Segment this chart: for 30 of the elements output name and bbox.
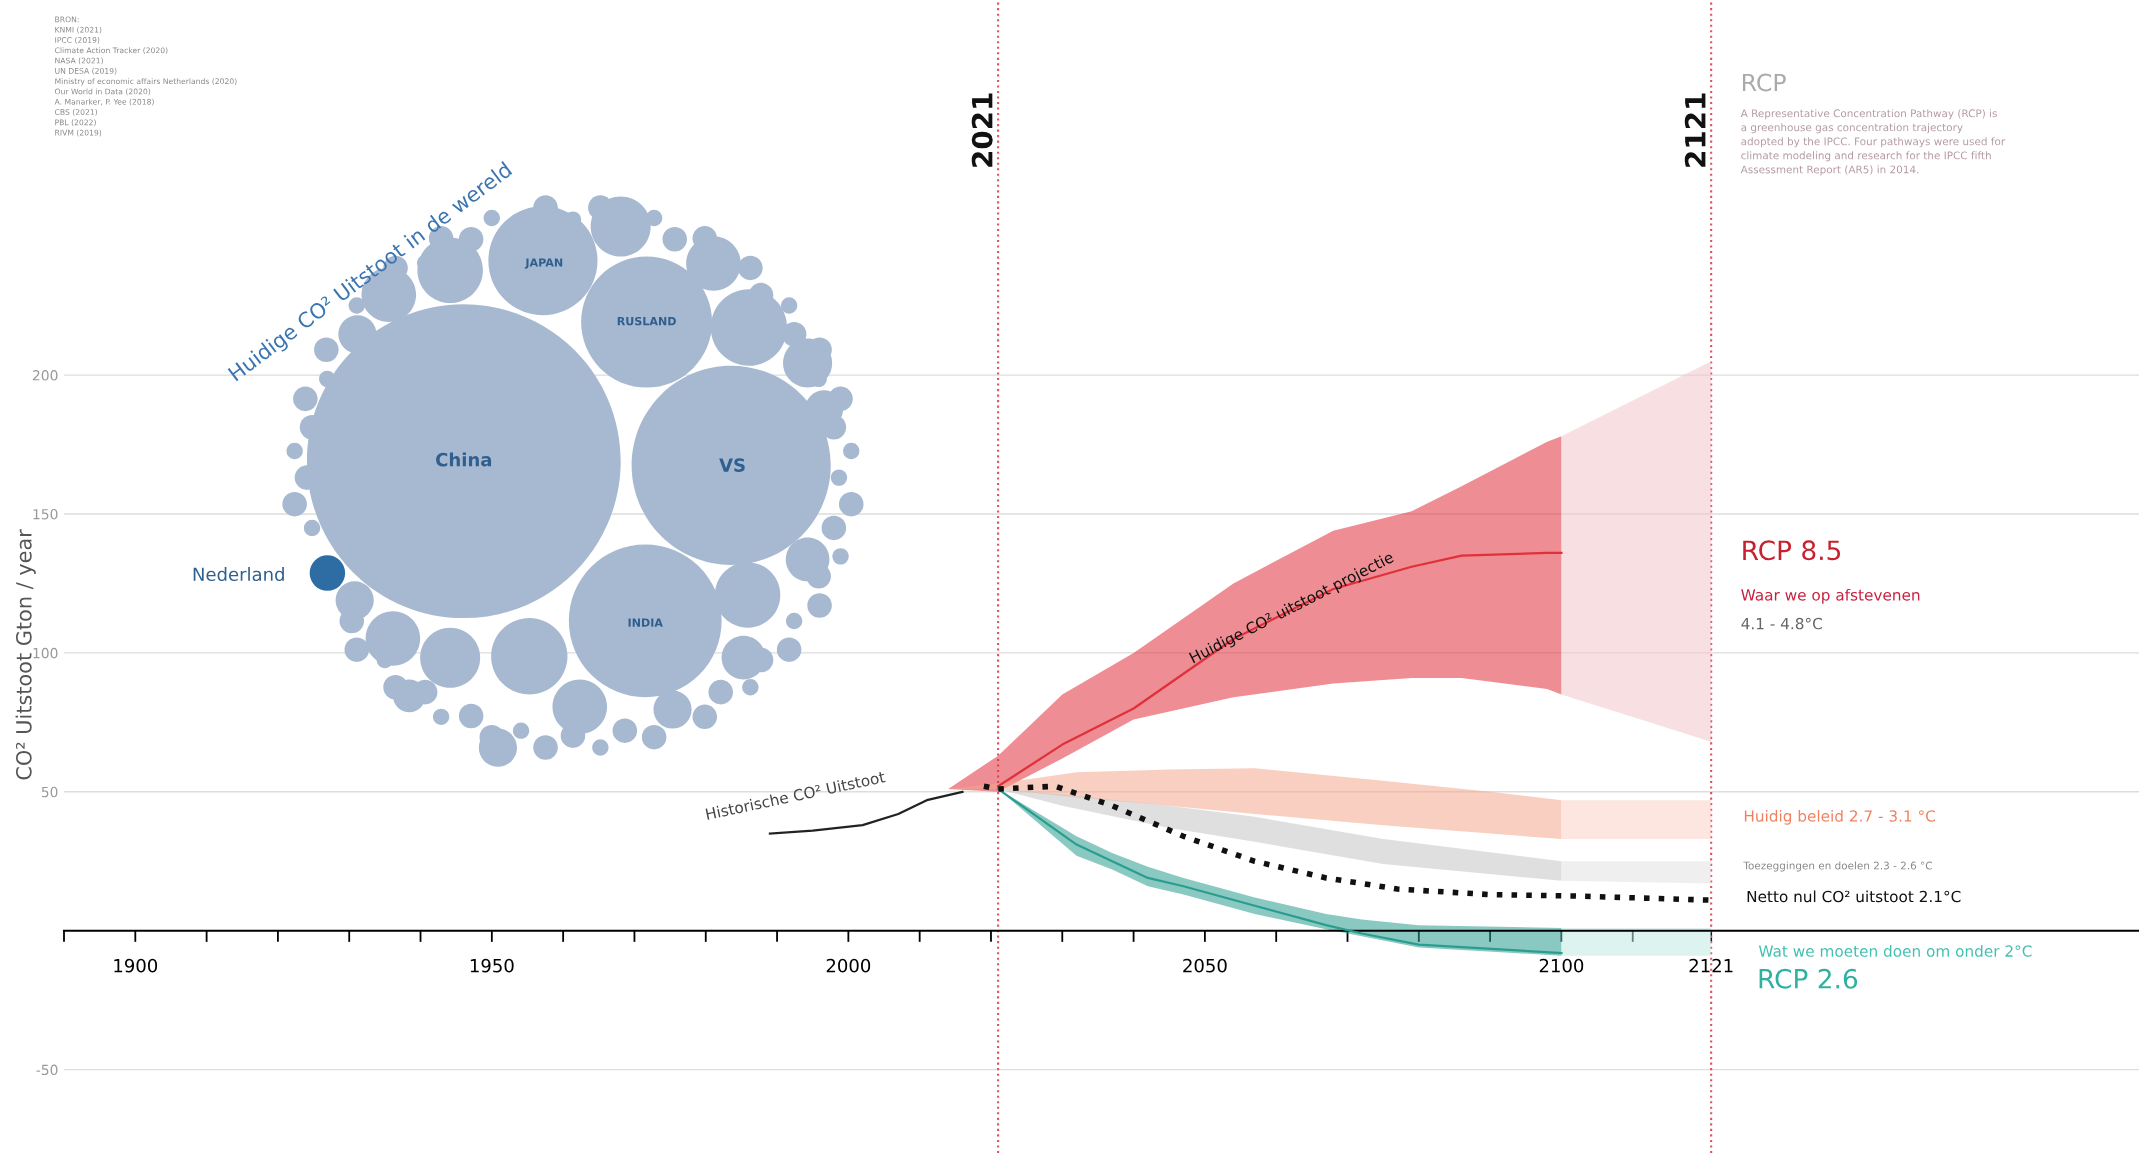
ref-line-label: 2021: [971, 93, 993, 167]
annotation: Toezeggingen en doelen 2.3 - 2.6 °C: [1743, 861, 1932, 872]
y-tick-label: 100: [33, 647, 58, 659]
category-label: RUSLAND: [617, 316, 676, 326]
x-tick-label: 2121: [1689, 958, 1733, 973]
y-tick-label: 150: [33, 508, 58, 520]
category-label: China: [436, 452, 492, 467]
y-tick-label: -50: [36, 1064, 58, 1076]
annotation: RCP 8.5: [1743, 540, 1841, 561]
annotation: Wat we moeten doen om onder 2°C: [1758, 945, 2032, 957]
x-tick-label: 2050: [1183, 958, 1227, 973]
annotation: Huidig beleid 2.7 - 3.1 °C: [1744, 809, 1935, 825]
x-tick-label: 1950: [470, 958, 514, 973]
ref-line-label: 2121: [1684, 93, 1706, 167]
category-label: JAPAN: [524, 258, 563, 269]
y-tick-label: 50: [41, 786, 58, 798]
line-series: [997, 551, 1563, 788]
annotation: 4.1 - 4.8°C: [1741, 617, 1822, 630]
annotation: Waar we op afstevenen: [1741, 588, 1920, 604]
category-label: VS: [719, 458, 745, 472]
x-tick-label: 2000: [826, 958, 871, 973]
annotation: RCP: [1742, 73, 1786, 92]
annotation: Netto nul CO² uitstoot 2.1°C: [1747, 890, 1961, 903]
y-tick-label: 200: [32, 370, 58, 381]
category-label: INDIA: [628, 618, 663, 627]
annotation: A Representative Concentration Pathway (RCP) is a greenhouse gas concentration trajectory adopted by the IPCC. Four pathways were used for climate modeling and research for the IPCC fifth Assessment Report (AR5) in 2014.: [1740, 109, 2006, 176]
annotation: RCP 2.6: [1759, 968, 1858, 989]
category-label: Nederland: [193, 567, 284, 582]
x-tick-label: 2100: [1539, 958, 1584, 973]
x-tick-label: 1900: [114, 958, 158, 973]
